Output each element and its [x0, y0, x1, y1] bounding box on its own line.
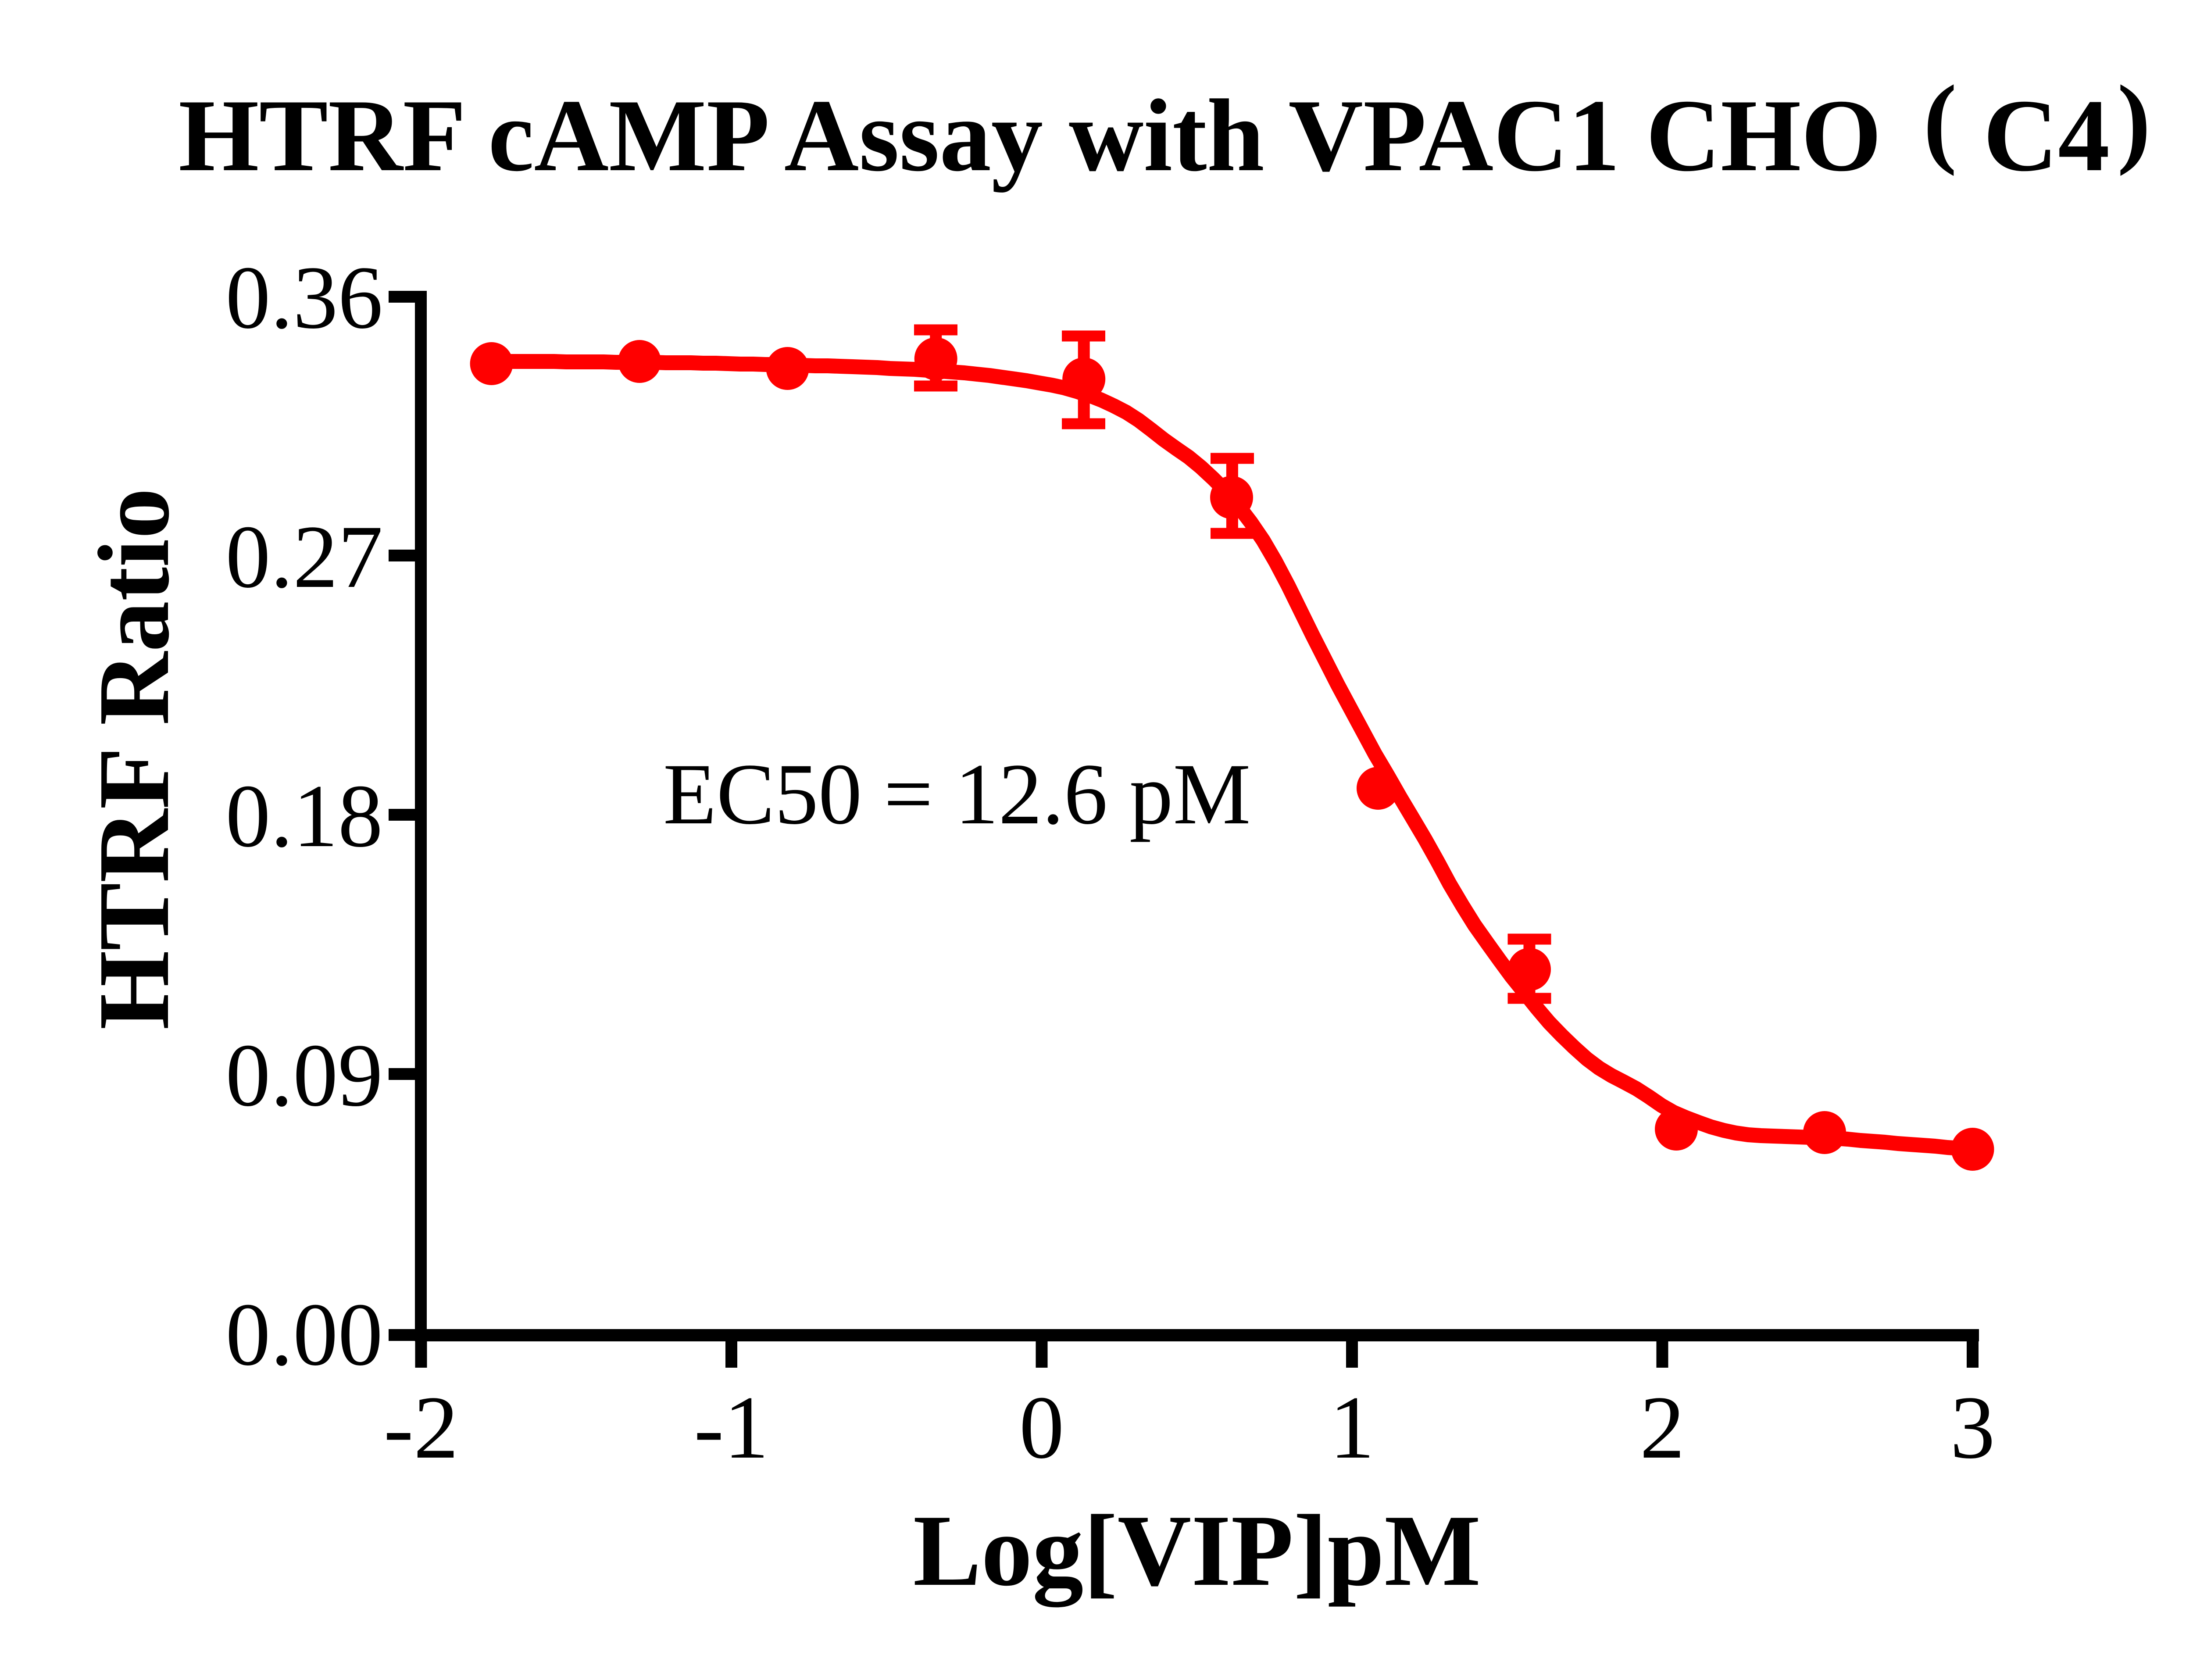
svg-text:3: 3 [1950, 1378, 1995, 1477]
svg-text:HTRF Ratio: HTRF Ratio [78, 488, 190, 1029]
svg-text:-2: -2 [384, 1378, 459, 1477]
svg-text:-1: -1 [694, 1378, 769, 1477]
svg-text:2: 2 [1640, 1378, 1685, 1477]
svg-text:0: 0 [1019, 1378, 1064, 1477]
svg-text:HTRF cAMP Assay with VPAC1 CHO: HTRF cAMP Assay with VPAC1 CHO(C4) [179, 64, 2151, 193]
svg-text:1: 1 [1329, 1378, 1375, 1477]
svg-text:0.18: 0.18 [225, 766, 383, 866]
svg-text:0.09: 0.09 [225, 1026, 383, 1125]
svg-text:Log[VIP]pM: Log[VIP]pM [913, 1494, 1481, 1608]
svg-text:0.27: 0.27 [225, 507, 383, 607]
svg-text:EC50 = 12.6 pM: EC50 = 12.6 pM [663, 746, 1250, 843]
svg-text:0.36: 0.36 [225, 248, 383, 347]
svg-text:0.00: 0.00 [225, 1285, 383, 1384]
